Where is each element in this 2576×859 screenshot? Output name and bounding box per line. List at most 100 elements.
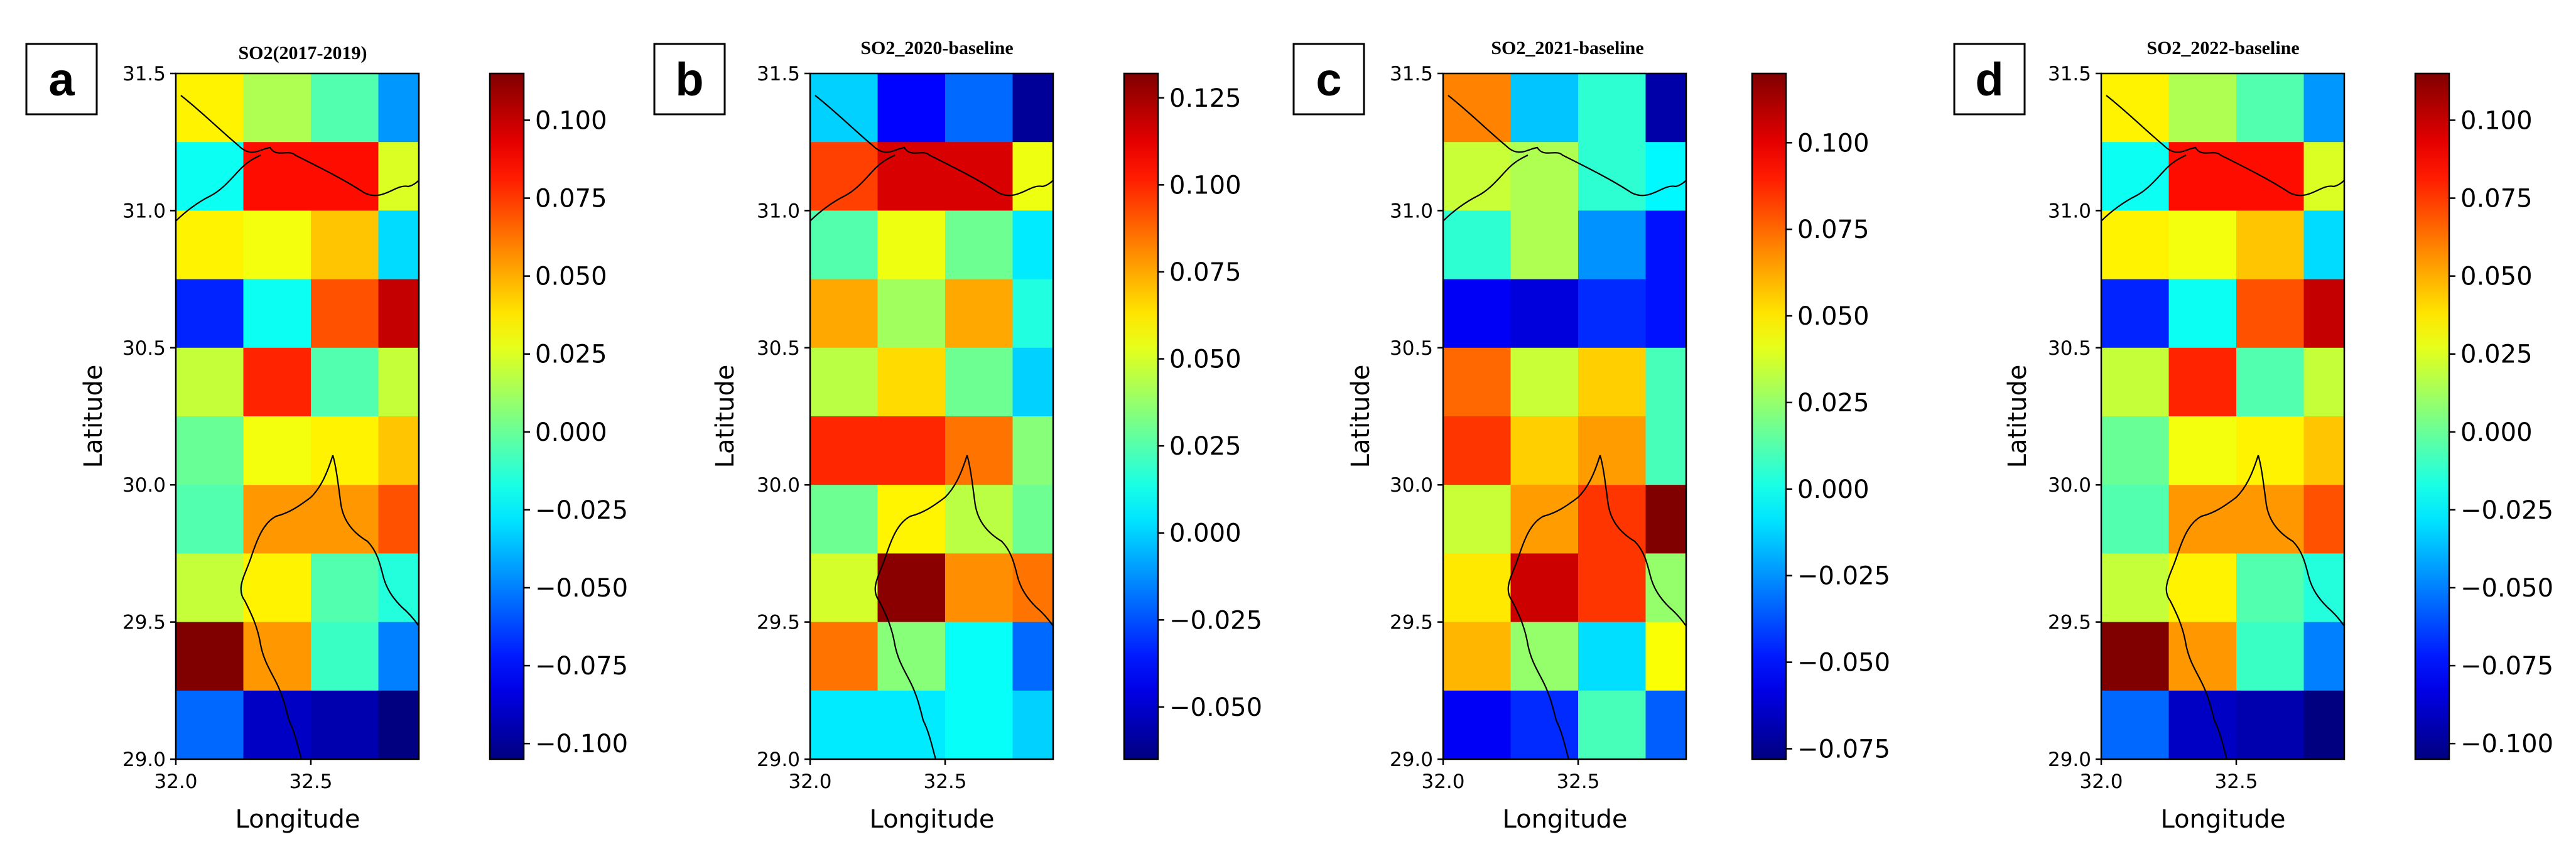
panel-a: a SO2(2017-2019) 29.0 29.5 30.0 30.5 31.0 31.… — [0, 0, 628, 859]
colorbar — [489, 72, 525, 760]
heatmap-cell — [1578, 416, 1647, 485]
colorbar-tick-label: 0.100 — [535, 106, 607, 135]
x-tick-label: 32.5 — [2214, 770, 2258, 793]
heatmap-cell — [1578, 73, 1647, 143]
heatmap-cell — [1645, 73, 1687, 143]
heatmap-cell — [1012, 210, 1054, 280]
heatmap-cell — [1510, 690, 1579, 760]
heatmap-cell — [1645, 142, 1687, 211]
heatmap-cell — [2303, 416, 2345, 485]
y-tick-label: 30.5 — [2048, 337, 2091, 360]
colorbar-tick-label: 0.100 — [1797, 129, 1870, 158]
x-tick-label: 32.0 — [2079, 770, 2123, 793]
heatmap-cell — [2236, 279, 2305, 348]
colorbar-tick-label: 0.050 — [2460, 262, 2533, 291]
coastline-path — [2101, 154, 2187, 222]
coastline-path — [1507, 455, 1601, 760]
heatmap-cell — [877, 690, 946, 760]
panel-letter: b — [675, 53, 703, 105]
heatmap-cell — [877, 73, 946, 143]
coastline-layer — [1442, 95, 1687, 760]
heatmap-cell — [1443, 485, 1512, 554]
x-tick-label: 32.0 — [1421, 770, 1464, 793]
heatmap-cell — [1645, 485, 1687, 554]
panel-letter-box — [653, 43, 726, 116]
heatmap-cell — [810, 485, 879, 554]
heatmap-cell — [2101, 210, 2170, 280]
heatmap-cell — [1510, 210, 1579, 280]
heatmap-cell — [2101, 142, 2170, 211]
heatmap-cell — [945, 622, 1014, 691]
heatmap-cell — [243, 142, 311, 211]
heatmap-cell — [378, 690, 419, 760]
x-axis-label: Longitude — [2161, 805, 2286, 834]
plot-frame — [175, 72, 420, 760]
heatmap-cell — [176, 279, 244, 348]
heatmap-cell — [1012, 485, 1054, 554]
y-tick-label: 30.0 — [122, 474, 166, 497]
heatmap-cell — [378, 622, 419, 691]
heatmap-cell — [2303, 73, 2345, 143]
heatmap-cell — [1645, 416, 1687, 485]
y-ticks: 29.0 29.5 30.0 30.5 31.0 31.5 — [122, 63, 176, 771]
heatmap-cell — [877, 485, 946, 554]
colorbar-ticks: −0.050 −0.025 0.000 0.025 0.050 0.075 0.100 0.1… — [1158, 84, 1262, 722]
y-tick-label: 29.5 — [122, 612, 166, 634]
heatmap-cell — [945, 553, 1014, 623]
colorbar — [1751, 72, 1787, 760]
x-tick-label: 32.5 — [1556, 770, 1599, 793]
coastline-path — [175, 154, 261, 222]
y-axis-label: Latitude — [711, 365, 740, 468]
heatmap-cell — [2303, 485, 2345, 554]
panel-d-svg: d SO2_2022-baseline 29.0 29.5 30.0 30.5 31.0… — [1953, 38, 2553, 834]
heatmap-cell — [2236, 210, 2305, 280]
coastline-path — [874, 455, 968, 760]
heatmap-cell — [1510, 347, 1579, 417]
heatmap-cell — [1012, 690, 1054, 760]
coastline-path — [809, 154, 896, 222]
heatmap-cell — [176, 210, 244, 280]
heatmap-cell — [1012, 347, 1054, 417]
heatmap-cell — [810, 690, 879, 760]
heatmap-cell — [2168, 553, 2237, 623]
heatmap-cell — [378, 416, 419, 485]
colorbar-tick-label: −0.025 — [2460, 496, 2553, 525]
coastline-path — [240, 455, 334, 760]
plot-frame — [1442, 72, 1687, 760]
heatmap-cell — [810, 622, 879, 691]
heatmap-cell — [176, 142, 244, 211]
heatmap-cell — [2168, 279, 2237, 348]
colorbar-tick-label: 0.100 — [1169, 171, 1242, 200]
heatmap-cell — [1443, 622, 1512, 691]
heatmap-cell — [945, 279, 1014, 348]
heatmap-cell — [1510, 142, 1579, 211]
coastline-path — [1448, 95, 1687, 197]
heatmap-cell — [1510, 279, 1579, 348]
colorbar-tick-label: 0.025 — [1797, 389, 1870, 418]
heatmap-cell — [2303, 142, 2345, 211]
colorbar-tick-label: −0.100 — [535, 730, 628, 759]
panel-b-svg: b SO2_2020-baseline 29.0 29.5 30.0 30.5 31.0… — [653, 38, 1262, 834]
colorbar-tick-label: −0.050 — [535, 574, 628, 603]
coastline-path — [1442, 154, 1529, 222]
panel-b: b SO2_2020-baseline 29.0 29.5 30.0 30.5 31.0… — [634, 0, 1262, 859]
colorbar-ticks: −0.100 −0.075 −0.050 −0.025 0.000 0.025 0.050 0… — [524, 106, 628, 759]
heatmap-cell — [2101, 485, 2170, 554]
heatmap-cell — [378, 73, 419, 143]
heatmap-cells — [1443, 73, 1687, 760]
coastline-path — [2165, 455, 2259, 760]
heatmap-cell — [1645, 690, 1687, 760]
heatmap-cell — [1578, 485, 1647, 554]
panel-letter: d — [1975, 53, 2003, 105]
heatmap-cell — [2236, 485, 2305, 554]
plot-frame — [809, 72, 1054, 760]
heatmap-cell — [311, 73, 379, 143]
y-axis-label: Latitude — [2003, 365, 2032, 468]
heatmap-cell — [877, 416, 946, 485]
heatmap-cell — [2101, 416, 2170, 485]
heatmap-cell — [243, 553, 311, 623]
colorbar-tick-label: 0.050 — [1797, 302, 1870, 331]
y-tick-label: 29.5 — [2048, 612, 2091, 634]
heatmap-cell — [1510, 553, 1579, 623]
y-ticks: 29.0 29.5 30.0 30.5 31.0 31.5 — [1390, 63, 1443, 771]
